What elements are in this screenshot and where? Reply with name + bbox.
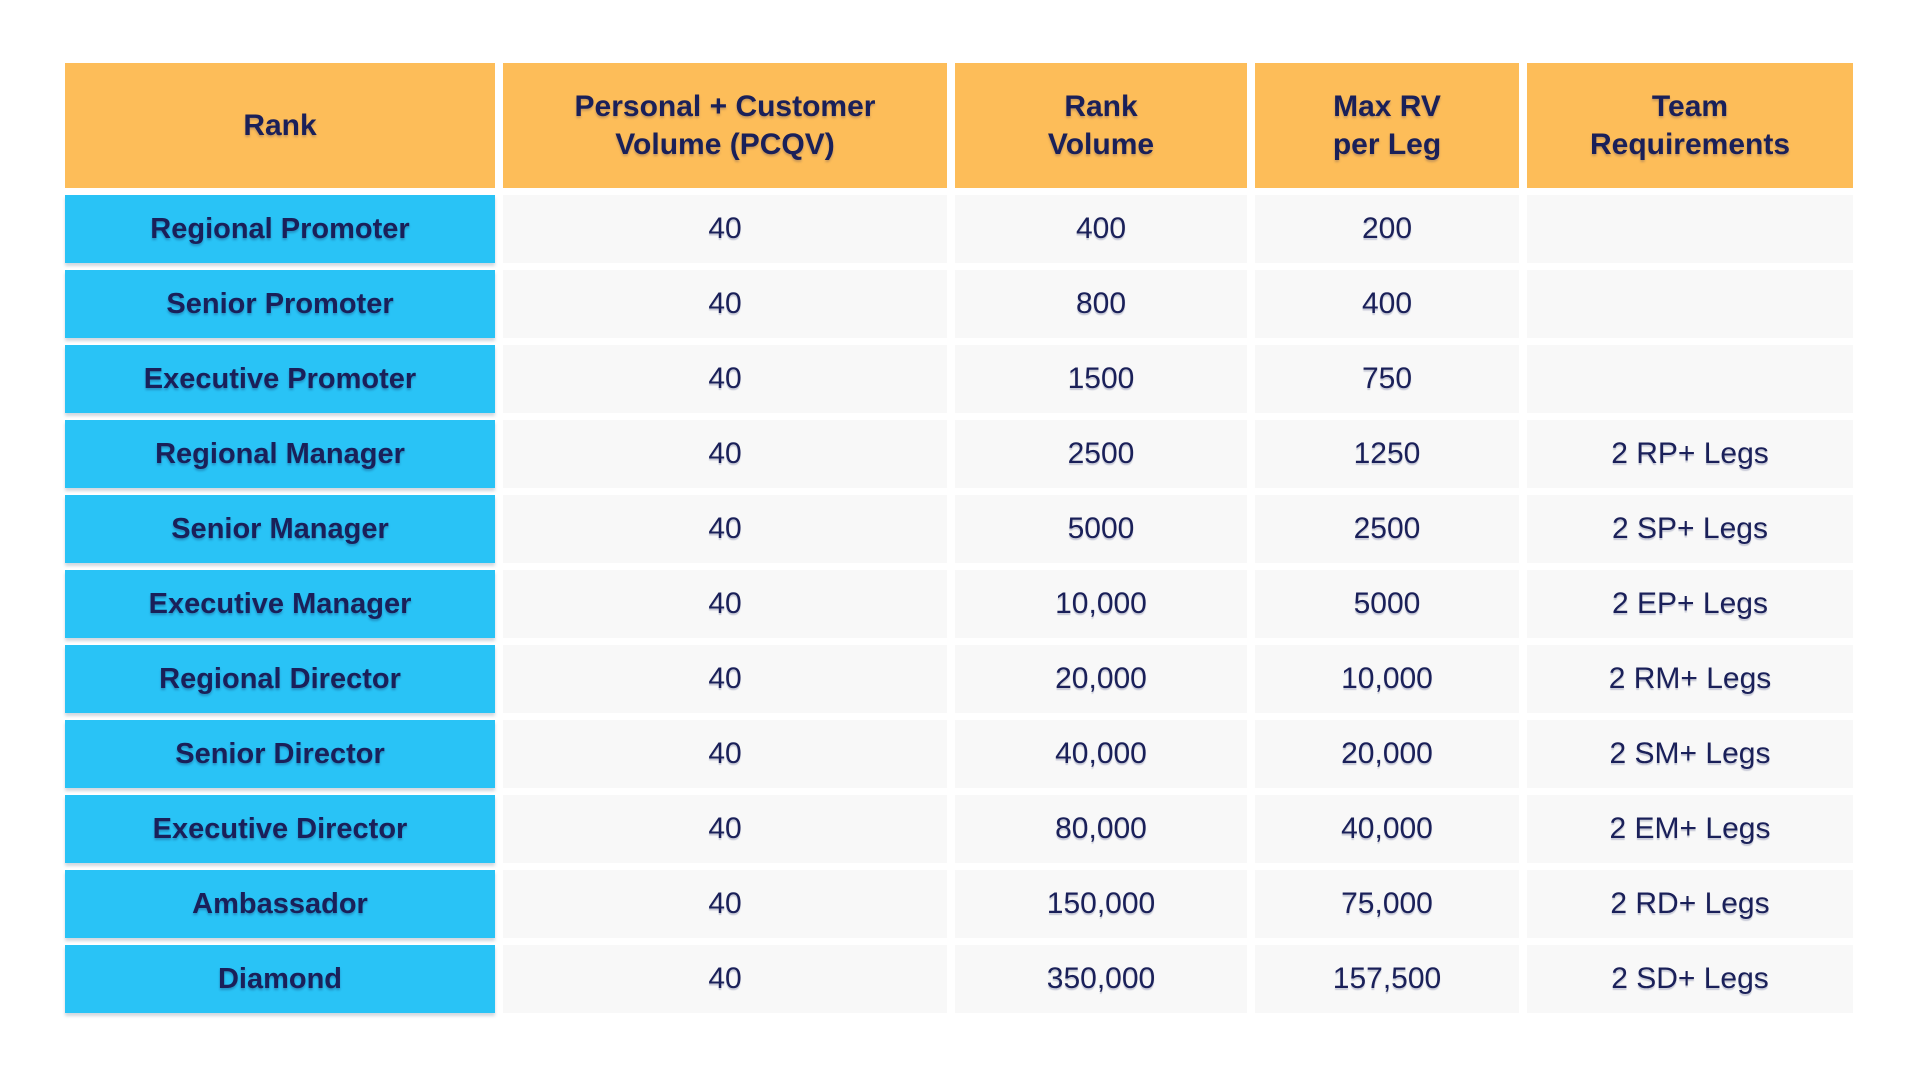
value-cell-team: 2 EM+ Legs [1527, 795, 1853, 863]
value-cell-rank_volume: 350,000 [955, 945, 1247, 1013]
rank-name-cell: Executive Manager [65, 570, 495, 638]
value-cell-pcqv: 40 [503, 645, 947, 713]
value-cell-rank_volume: 5000 [955, 495, 1247, 563]
value-cell-team: 2 RP+ Legs [1527, 420, 1853, 488]
value-cell-team: 2 RM+ Legs [1527, 645, 1853, 713]
value-cell-rank_volume: 10,000 [955, 570, 1247, 638]
value-cell-max_rv: 20,000 [1255, 720, 1519, 788]
value-cell-team: 2 SD+ Legs [1527, 945, 1853, 1013]
value-cell-rank_volume: 800 [955, 270, 1247, 338]
value-cell-max_rv: 40,000 [1255, 795, 1519, 863]
rank-name-cell: Diamond [65, 945, 495, 1013]
value-cell-pcqv: 40 [503, 570, 947, 638]
header-cell-max_rv: Max RV per Leg [1255, 63, 1519, 188]
value-cell-rank_volume: 400 [955, 195, 1247, 263]
value-cell-rank_volume: 80,000 [955, 795, 1247, 863]
rank-name-cell: Executive Director [65, 795, 495, 863]
value-cell-rank_volume: 40,000 [955, 720, 1247, 788]
value-cell-team: 2 SM+ Legs [1527, 720, 1853, 788]
rank-name-cell: Ambassador [65, 870, 495, 938]
value-cell-team: 2 EP+ Legs [1527, 570, 1853, 638]
value-cell-pcqv: 40 [503, 945, 947, 1013]
value-cell-rank_volume: 1500 [955, 345, 1247, 413]
value-cell-pcqv: 40 [503, 345, 947, 413]
value-cell-rank_volume: 20,000 [955, 645, 1247, 713]
value-cell-max_rv: 10,000 [1255, 645, 1519, 713]
value-cell-max_rv: 5000 [1255, 570, 1519, 638]
rank-name-cell: Executive Promoter [65, 345, 495, 413]
rank-name-cell: Senior Promoter [65, 270, 495, 338]
header-cell-rank_volume: Rank Volume [955, 63, 1247, 188]
value-cell-max_rv: 157,500 [1255, 945, 1519, 1013]
value-cell-max_rv: 1250 [1255, 420, 1519, 488]
value-cell-team: 2 SP+ Legs [1527, 495, 1853, 563]
rank-requirements-table: Rank Personal + Customer Volume (PCQV) Ran… [65, 63, 1853, 1013]
header-cell-rank: Rank [65, 63, 495, 188]
value-cell-pcqv: 40 [503, 270, 947, 338]
rank-name-cell: Regional Director [65, 645, 495, 713]
value-cell-max_rv: 750 [1255, 345, 1519, 413]
value-cell-team [1527, 270, 1853, 338]
rank-name-cell: Senior Manager [65, 495, 495, 563]
value-cell-max_rv: 200 [1255, 195, 1519, 263]
value-cell-rank_volume: 150,000 [955, 870, 1247, 938]
value-cell-pcqv: 40 [503, 720, 947, 788]
value-cell-pcqv: 40 [503, 870, 947, 938]
value-cell-pcqv: 40 [503, 795, 947, 863]
value-cell-pcqv: 40 [503, 420, 947, 488]
value-cell-max_rv: 75,000 [1255, 870, 1519, 938]
value-cell-team [1527, 195, 1853, 263]
value-cell-max_rv: 400 [1255, 270, 1519, 338]
header-cell-pcqv: Personal + Customer Volume (PCQV) [503, 63, 947, 188]
value-cell-pcqv: 40 [503, 495, 947, 563]
value-cell-max_rv: 2500 [1255, 495, 1519, 563]
rank-name-cell: Senior Director [65, 720, 495, 788]
value-cell-team [1527, 345, 1853, 413]
value-cell-rank_volume: 2500 [955, 420, 1247, 488]
rank-name-cell: Regional Manager [65, 420, 495, 488]
value-cell-team: 2 RD+ Legs [1527, 870, 1853, 938]
header-cell-team: Team Requirements [1527, 63, 1853, 188]
rank-name-cell: Regional Promoter [65, 195, 495, 263]
value-cell-pcqv: 40 [503, 195, 947, 263]
